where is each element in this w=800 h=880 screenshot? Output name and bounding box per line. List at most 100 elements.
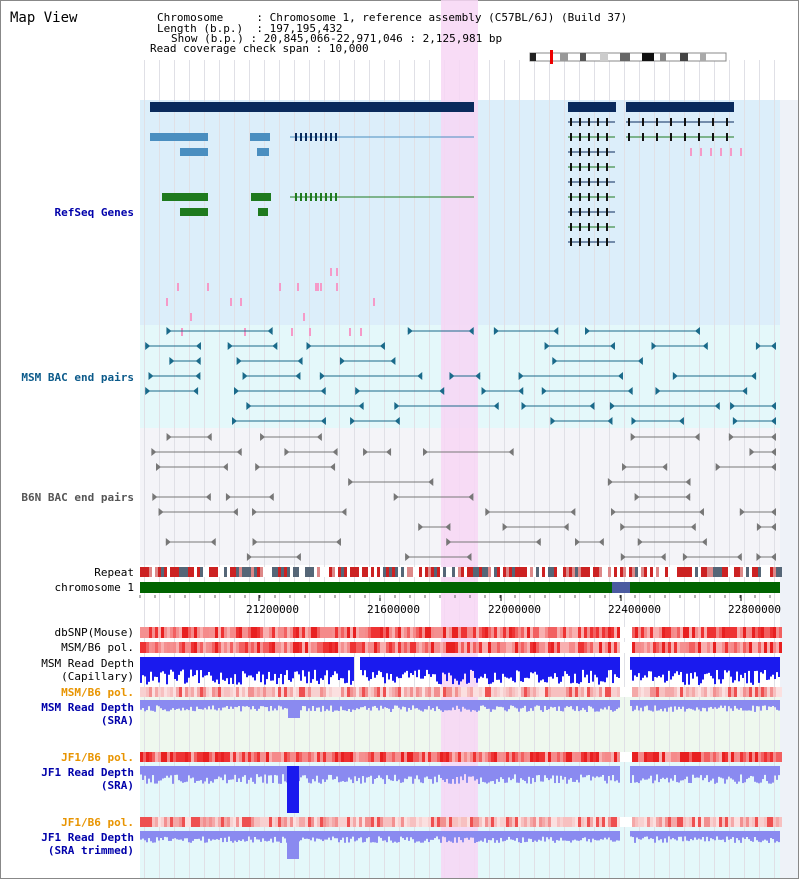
- pol-mark: [224, 687, 227, 697]
- pol-mark: [656, 642, 659, 653]
- pol-mark: [587, 817, 590, 827]
- depth-mark: [778, 657, 780, 677]
- depth-mark: [348, 831, 350, 843]
- depth-mark: [654, 657, 656, 677]
- pol-mark: [371, 752, 374, 762]
- depth-mark: [140, 831, 142, 840]
- pol-mark: [761, 817, 764, 827]
- depth-mark: [672, 831, 674, 839]
- pol-mark: [152, 642, 155, 653]
- bac-end-marker: [609, 402, 615, 410]
- depth-mark: [508, 831, 510, 837]
- pol-mark: [755, 642, 758, 653]
- track-label-msm-depth-cap[interactable]: MSM Read Depth: [41, 657, 134, 670]
- track-label-repeat[interactable]: Repeat: [94, 566, 134, 579]
- pol-mark: [212, 817, 215, 827]
- depth-mark: [190, 831, 192, 843]
- pol-mark: [434, 627, 437, 638]
- track-label-jf1-b6-pol-1[interactable]: JF1/B6 pol.: [61, 751, 134, 764]
- pol-mark: [248, 687, 251, 697]
- track-label-msm-depth-sra-sub: (SRA): [100, 714, 134, 727]
- track-label-msm-b6-pol-2[interactable]: MSM/B6 pol.: [61, 686, 134, 699]
- pol-mark: [455, 752, 458, 762]
- depth-mark: [564, 657, 566, 672]
- depth-mark: [642, 766, 644, 779]
- depth-mark: [716, 657, 718, 671]
- track-label-msm-bac[interactable]: MSM BAC end pairs: [21, 371, 134, 384]
- pol-mark: [752, 627, 755, 638]
- depth-mark: [526, 700, 528, 712]
- depth-mark: [654, 831, 656, 843]
- pol-mark: [164, 642, 167, 653]
- pol-mark: [335, 817, 338, 827]
- pol-mark: [329, 627, 332, 638]
- depth-mark: [756, 657, 758, 671]
- repeat-mark: [152, 567, 155, 577]
- pol-mark: [434, 817, 437, 827]
- pol-mark: [767, 817, 770, 827]
- depth-mark: [506, 657, 508, 678]
- track-label-jf1-b6-pol-2[interactable]: JF1/B6 pol.: [61, 816, 134, 829]
- pol-mark: [740, 752, 743, 762]
- pol-mark: [521, 817, 524, 827]
- track-label-chromosome[interactable]: chromosome 1: [54, 581, 134, 594]
- depth-mark: [702, 831, 704, 838]
- pol-mark: [404, 752, 407, 762]
- gap-mark: [623, 817, 626, 827]
- depth-mark: [366, 766, 368, 778]
- pol-mark: [305, 642, 308, 653]
- pol-mark: [350, 752, 353, 762]
- repeat-mark: [407, 567, 410, 577]
- track-label-b6n-bac[interactable]: B6N BAC end pairs: [21, 491, 134, 504]
- pol-mark: [704, 627, 707, 638]
- depth-mark: [360, 831, 362, 838]
- depth-mark: [286, 700, 288, 709]
- pol-mark: [416, 817, 419, 827]
- depth-mark: [548, 700, 550, 710]
- pol-mark: [446, 642, 449, 653]
- pol-mark: [533, 817, 536, 827]
- repeat-mark: [740, 567, 743, 577]
- track-label-jf1-depth-sra[interactable]: JF1 Read Depth: [41, 766, 134, 779]
- depth-mark: [320, 831, 322, 840]
- pol-mark: [176, 687, 179, 697]
- pol-mark: [221, 752, 224, 762]
- depth-mark: [612, 657, 614, 684]
- pol-mark: [317, 817, 320, 827]
- depth-mark: [614, 831, 616, 842]
- depth-mark: [690, 766, 692, 784]
- bac-end-marker: [728, 433, 734, 441]
- depth-mark: [702, 700, 704, 708]
- depth-mark: [312, 657, 314, 680]
- repeat-mark: [515, 567, 518, 577]
- pol-mark: [773, 627, 776, 638]
- repeat-mark: [728, 567, 731, 577]
- depth-mark: [342, 831, 344, 838]
- pol-mark: [611, 687, 614, 697]
- depth-mark: [312, 700, 314, 707]
- track-label-refseq[interactable]: RefSeq Genes: [54, 206, 134, 219]
- depth-mark: [688, 831, 690, 842]
- depth-mark: [578, 766, 580, 783]
- depth-mark: [398, 657, 400, 679]
- depth-mark: [334, 831, 336, 839]
- track-label-dbsnp[interactable]: dbSNP(Mouse): [54, 626, 134, 639]
- depth-mark: [570, 700, 572, 707]
- pol-mark: [503, 627, 506, 638]
- track-label-msm-depth-sra[interactable]: MSM Read Depth: [41, 701, 134, 714]
- track-label-jf1-depth-trim[interactable]: JF1 Read Depth: [41, 831, 134, 844]
- depth-mark: [762, 766, 764, 780]
- track-label-msm-b6-pol-1[interactable]: MSM/B6 pol.: [61, 641, 134, 654]
- pol-mark: [659, 752, 662, 762]
- bac-end-marker: [771, 433, 776, 441]
- depth-mark: [410, 700, 412, 710]
- pol-mark: [662, 752, 665, 762]
- pol-mark: [692, 687, 695, 697]
- pol-mark: [257, 642, 260, 653]
- depth-mark: [142, 657, 144, 676]
- depth-mark: [670, 657, 672, 680]
- pol-mark: [362, 627, 365, 638]
- pol-mark: [341, 627, 344, 638]
- pol-mark: [251, 817, 254, 827]
